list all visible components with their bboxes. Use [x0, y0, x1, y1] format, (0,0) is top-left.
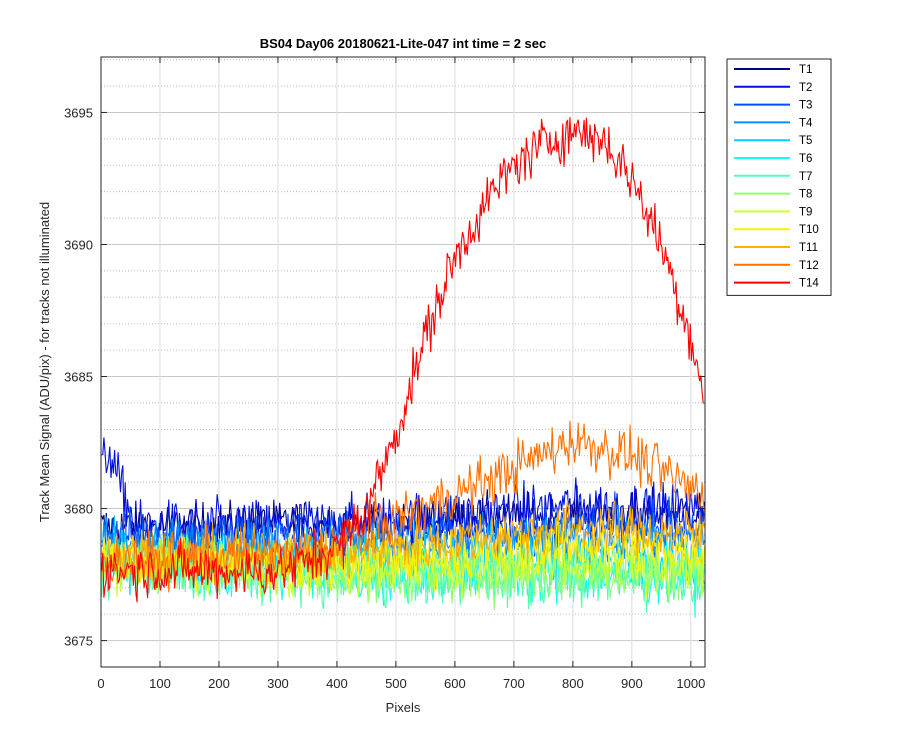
y-tick-label: 3690 [64, 237, 93, 252]
legend-label-t9: T9 [799, 206, 812, 218]
y-tick-labels: 3675 3680 3685 3690 3695 [64, 105, 93, 648]
x-tick-label: 300 [267, 676, 289, 691]
legend-label-t8: T8 [799, 189, 812, 201]
x-tick-label: 900 [621, 676, 643, 691]
legend-label-t4: T4 [799, 117, 813, 129]
x-tick-label: 100 [149, 676, 171, 691]
x-axis-label: Pixels [386, 700, 421, 715]
legend-label-t11: T11 [799, 242, 818, 254]
series-line-t11 [101, 499, 705, 591]
y-tick-label: 3675 [64, 634, 93, 649]
x-tick-label: 600 [444, 676, 466, 691]
x-tick-labels: 0 100 200 300 400 500 600 700 800 900 1000 [97, 676, 705, 691]
series-line-t12 [101, 420, 705, 593]
y-axis-label: Track Mean Signal (ADU/pix) - for tracks… [37, 202, 52, 522]
x-tick-label: 500 [385, 676, 407, 691]
legend-label-t1: T1 [799, 64, 812, 76]
legend-label-t3: T3 [799, 100, 812, 112]
series-line-t14 [101, 117, 705, 603]
chart-title: BS04 Day06 20180621-Lite-047 int time = … [260, 36, 547, 51]
legend-label-t10: T10 [799, 224, 819, 236]
y-tick-label: 3685 [64, 370, 93, 385]
legend-box [726, 58, 832, 296]
legend-label-t12: T12 [799, 260, 819, 272]
legend-label-t7: T7 [799, 171, 812, 183]
legend-label-t14: T14 [799, 278, 819, 290]
axes [100, 56, 706, 668]
legend-label-t6: T6 [799, 153, 812, 165]
y-tick-label: 3680 [64, 502, 93, 517]
legend-label-t5: T5 [799, 135, 812, 147]
x-tick-label: 0 [97, 676, 104, 691]
legend-label-t2: T2 [799, 82, 812, 94]
plot-area [101, 117, 705, 618]
y-tick-label: 3695 [64, 105, 93, 120]
x-tick-label: 1000 [676, 676, 705, 691]
x-tick-label: 200 [208, 676, 230, 691]
x-tick-label: 400 [326, 676, 348, 691]
x-tick-label: 800 [562, 676, 584, 691]
x-tick-label: 700 [503, 676, 525, 691]
axes-box [100, 56, 706, 668]
series-line-t9 [101, 532, 705, 601]
legend: T1 T2 T3 T4 T5 T6 T7 T8 T9 T10 T11 T12 T14 [726, 58, 832, 296]
